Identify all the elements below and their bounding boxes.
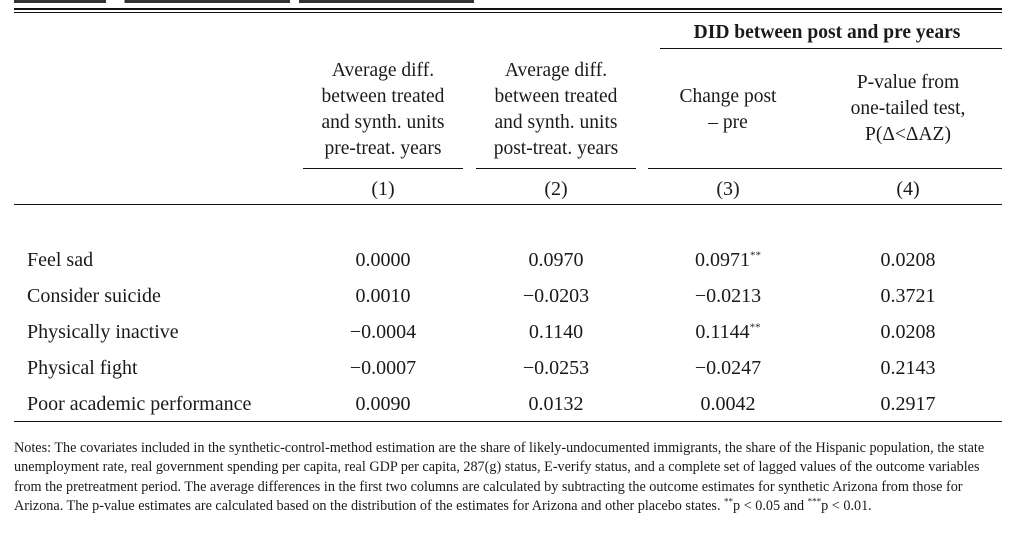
notes-lead: Notes: [14,440,52,456]
column-header-line: Average diff. [504,60,608,81]
significance-stars: ** [749,321,761,334]
cell-value: 0.0971 [695,249,750,271]
significance-stars: ** [750,249,761,262]
column-header-line: between treated [321,86,445,107]
table-cell: −0.0213 [694,285,762,307]
table-cell: −0.0247 [694,357,762,379]
column-header-line: and synth. units [494,112,618,133]
notes-body: The covariates included in the synthetic… [14,440,985,514]
row-label: Feel sad [27,249,94,271]
header-underline-34 [648,168,1002,170]
table-cell: 0.0010 [355,285,411,307]
column-header-line: Average diff. [331,60,435,81]
row-label: Physical fight [27,357,138,379]
did-group-header: DID between post and pre years [693,22,961,43]
table-cell: 0.0090 [355,393,411,415]
column-header-line: post-treat. years [493,138,619,159]
column-header-line: between treated [494,86,618,107]
table-cell: 0.0042 [700,393,756,415]
table-cell: 0.1144** [648,320,808,344]
header-underline-1 [303,168,463,170]
table-cell: 0.0208 [880,321,936,343]
column-header-line: Change post [679,86,777,107]
table-cell: 0.2143 [880,357,936,379]
column-header-line: and synth. units [321,112,445,133]
table-cell: 0.0000 [355,249,411,271]
column-number-4: (4) [896,178,920,200]
header-underline-2 [476,168,636,170]
header-bottom-rule [14,204,1002,206]
column-header-line: – pre [708,112,748,133]
notes-star3-text: p < 0.01. [821,497,872,514]
table-cell: 0.0208 [880,249,936,271]
table-cell: −0.0203 [522,285,590,307]
table-cell: 0.0132 [528,393,584,415]
caption-fragment [14,0,474,4]
column-number-1: (1) [371,178,395,200]
row-label: Physically inactive [27,321,179,343]
row-label: Consider suicide [27,285,161,307]
notes-star3: *** [807,496,822,507]
did-group-rule [660,48,1002,50]
table-cell: 0.0971** [648,248,808,272]
table-cell: −0.0253 [522,357,590,379]
top-rule-2 [14,12,1002,14]
column-header-line: pre-treat. years [324,138,442,159]
column-number-3: (3) [716,178,740,200]
table-cell: 0.3721 [880,285,936,307]
top-rule-1 [14,8,1002,10]
table-cell: 0.0970 [528,249,584,271]
table-cell: −0.0007 [349,357,417,379]
cell-value: 0.1144 [695,321,750,343]
notes-star2: ** [724,496,734,507]
notes-star2-text: p < 0.05 and [733,497,808,514]
table-cell: −0.0004 [349,321,417,343]
column-number-2: (2) [544,178,568,200]
column-header-line: P-value from [856,72,960,93]
column-header-line: one-tailed test, [850,98,966,119]
column-header-line: P(Δ<ΔAZ) [865,124,951,145]
row-label: Poor academic performance [27,393,252,415]
table-bottom-rule [14,421,1002,423]
table-notes: Notes: The covariates included in the sy… [14,439,1004,516]
table-cell: 0.1140 [528,321,584,343]
table-cell: 0.2917 [880,393,936,415]
